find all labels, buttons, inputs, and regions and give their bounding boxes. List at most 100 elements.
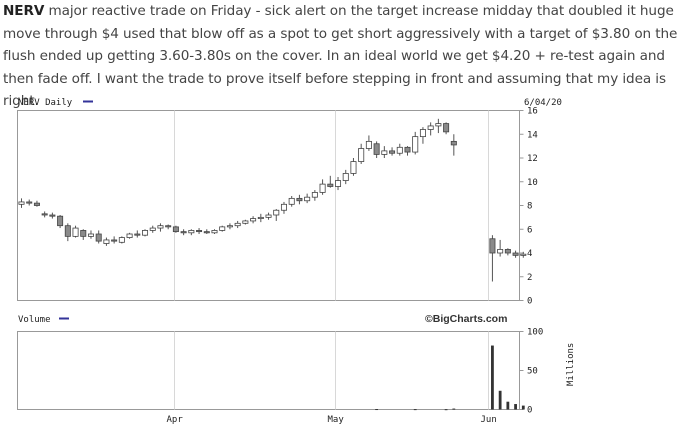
price-y-tick-label: 12 — [527, 154, 538, 164]
candle-body — [319, 183, 326, 193]
price-y-tick-label: 14 — [527, 130, 538, 140]
post-body: major reactive trade on Friday - sick al… — [3, 3, 678, 109]
candle-body — [504, 249, 511, 254]
volume-bar — [444, 409, 448, 411]
candle-body — [26, 201, 33, 204]
candle-body — [311, 192, 318, 198]
post-ticker: NERV — [3, 3, 45, 19]
price-y-tick-label: 8 — [527, 202, 532, 212]
post-paragraph: NERV major reactive trade on Friday - si… — [3, 0, 695, 113]
volume-bar — [452, 408, 456, 410]
x-axis-month-label: May — [328, 415, 345, 424]
candle-body — [211, 230, 218, 234]
candle-body — [365, 140, 372, 149]
candle-body — [396, 146, 403, 154]
candle-body — [520, 253, 527, 256]
candle-body — [335, 180, 342, 187]
candle-body — [358, 148, 365, 162]
candle-body — [134, 233, 141, 236]
candle-body — [412, 136, 419, 153]
candle-body — [257, 216, 264, 219]
candle-body — [219, 226, 226, 231]
candle-body — [265, 214, 272, 218]
candle-body — [87, 233, 94, 237]
price-y-tick-label: 6 — [527, 225, 532, 235]
candle-body — [288, 197, 295, 205]
volume-plot-frame — [17, 331, 520, 410]
price-legend-swatch — [83, 100, 93, 103]
candle-body — [280, 203, 287, 211]
candle-body — [435, 123, 442, 127]
candle-body — [512, 252, 519, 256]
x-axis-month-label: Apr — [167, 415, 184, 424]
candle-body — [226, 225, 233, 228]
candle-body — [381, 150, 388, 155]
volume-bar — [413, 409, 417, 411]
candle-body — [389, 150, 396, 154]
candle-body — [149, 227, 156, 231]
price-plot-frame — [17, 110, 520, 301]
candle-body — [196, 230, 203, 233]
candle-body — [41, 213, 48, 216]
price-y-tick-label: 2 — [527, 273, 532, 283]
candle-body — [33, 202, 40, 206]
candle-body — [242, 220, 249, 224]
price-gridlines — [174, 110, 489, 301]
volume-y-tick-label: 0 — [527, 406, 532, 416]
volume-units-label: Millions — [566, 343, 576, 386]
chart-date-label: 6/04/20 — [524, 98, 562, 108]
candle-body — [80, 230, 87, 237]
candle-body — [95, 233, 102, 242]
volume-bar — [498, 390, 502, 410]
candle-body — [327, 183, 334, 187]
candle-body — [296, 197, 303, 202]
volume-y-tick-label: 50 — [527, 367, 538, 377]
candle-body — [443, 123, 450, 133]
candle-body — [273, 209, 280, 216]
candle-body — [304, 196, 311, 202]
price-y-tick-label: 10 — [527, 178, 538, 188]
candle-body — [126, 233, 133, 238]
candle-body — [404, 146, 411, 153]
candle-body — [172, 226, 179, 233]
candle-body — [450, 140, 457, 146]
price-candles — [18, 118, 527, 282]
candle-body — [118, 237, 125, 243]
candle-body — [64, 225, 71, 237]
price-y-tick-label: 4 — [527, 249, 532, 259]
candle-body — [489, 238, 496, 254]
price-y-axis: 0 2 4 6 8 10 12 14 16 — [519, 107, 538, 307]
candle-body — [427, 125, 434, 130]
candle-body — [373, 143, 380, 155]
x-axis-labels: Apr May Jun — [167, 415, 497, 424]
candle-body — [72, 227, 79, 237]
volume-y-axis: 0 50 100 — [519, 328, 543, 416]
x-axis-month-label: Jun — [481, 415, 497, 424]
candle-body — [188, 230, 195, 234]
candle-body — [234, 222, 241, 227]
candle-body — [250, 218, 257, 222]
candle-body — [103, 239, 110, 244]
candle-body — [350, 161, 357, 174]
candle-body — [419, 129, 426, 138]
price-y-tick-label: 0 — [527, 297, 532, 307]
volume-y-tick-label: 100 — [527, 328, 543, 338]
volume-chart-title: Volume — [18, 315, 51, 325]
candle-body — [49, 214, 56, 217]
candle-body — [497, 249, 504, 254]
bigcharts-watermark: ©BigCharts.com — [425, 313, 507, 325]
candle-body — [57, 215, 64, 227]
candle-body — [342, 173, 349, 181]
candle-body — [18, 201, 25, 205]
volume-bar — [506, 401, 510, 410]
candle-body — [180, 231, 187, 234]
candle-body — [157, 225, 164, 229]
price-y-tick-label: 16 — [527, 107, 538, 117]
candle-body — [165, 225, 172, 228]
volume-gridlines — [174, 331, 489, 410]
candle-body — [111, 239, 118, 242]
volume-bar — [514, 404, 517, 410]
candle-body — [203, 231, 210, 234]
volume-bar — [491, 345, 494, 410]
